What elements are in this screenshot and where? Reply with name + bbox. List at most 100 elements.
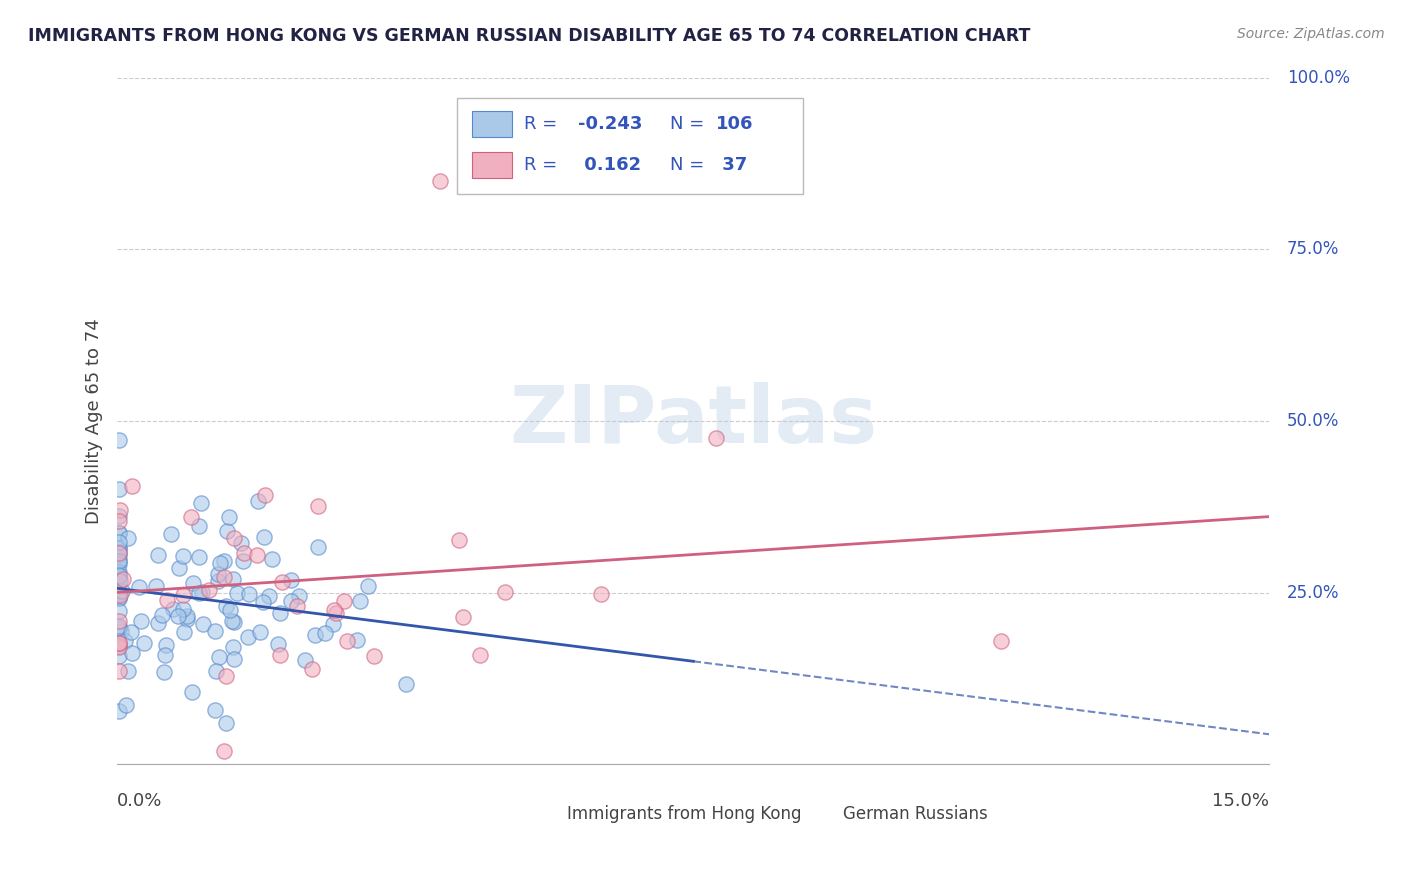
Y-axis label: Disability Age 65 to 74: Disability Age 65 to 74 xyxy=(86,318,103,524)
Point xyxy=(107,514,129,528)
Point xyxy=(107,614,129,628)
Point xyxy=(160,526,183,541)
Point xyxy=(204,702,226,716)
Point xyxy=(307,540,329,554)
Text: 100.0%: 100.0% xyxy=(1286,69,1350,87)
Point xyxy=(187,549,209,564)
Point xyxy=(257,589,280,603)
Point xyxy=(246,494,269,508)
Point xyxy=(270,575,292,590)
Point xyxy=(224,652,246,666)
Point xyxy=(121,479,143,493)
Bar xyxy=(472,153,512,178)
Point xyxy=(215,599,238,613)
Point xyxy=(222,572,245,586)
Point xyxy=(129,614,152,628)
Point xyxy=(107,704,129,718)
Point xyxy=(285,599,308,614)
Text: N =: N = xyxy=(671,156,704,175)
Point xyxy=(215,669,238,683)
Point xyxy=(107,541,129,555)
Point xyxy=(107,664,129,678)
Point xyxy=(253,531,276,545)
Point xyxy=(107,508,129,523)
Point xyxy=(107,619,129,633)
Point xyxy=(207,649,229,664)
Text: German Russians: German Russians xyxy=(844,805,988,823)
Point xyxy=(107,639,129,653)
Point xyxy=(215,716,238,731)
Point xyxy=(153,665,176,679)
Point xyxy=(107,565,129,579)
Point xyxy=(314,626,336,640)
Point xyxy=(176,612,198,626)
Point xyxy=(166,609,188,624)
Point xyxy=(238,630,260,644)
Point xyxy=(107,571,129,585)
Point xyxy=(191,616,214,631)
Point xyxy=(162,602,184,616)
Point xyxy=(269,648,291,663)
Point xyxy=(215,524,238,538)
Point xyxy=(262,551,284,566)
Point xyxy=(190,496,212,510)
Point xyxy=(207,574,229,589)
Point xyxy=(107,648,129,663)
Point xyxy=(150,608,173,623)
Point xyxy=(107,558,129,572)
Point xyxy=(190,584,212,599)
Point xyxy=(198,583,221,598)
Point xyxy=(221,615,243,629)
Point xyxy=(181,575,204,590)
Text: 0.162: 0.162 xyxy=(578,156,641,175)
Point xyxy=(155,639,177,653)
Point xyxy=(108,568,131,582)
Point xyxy=(451,610,474,624)
Text: R =: R = xyxy=(524,115,557,133)
Point xyxy=(111,572,134,586)
Point xyxy=(395,677,418,691)
Point xyxy=(172,549,194,563)
Point xyxy=(145,578,167,592)
Point xyxy=(212,570,235,584)
Point xyxy=(134,636,156,650)
Point xyxy=(180,510,202,524)
Point xyxy=(238,587,260,601)
Point xyxy=(323,603,346,617)
Point xyxy=(188,518,211,533)
Point xyxy=(280,594,302,608)
Point xyxy=(107,587,129,601)
Point xyxy=(232,546,254,560)
Point xyxy=(107,640,129,655)
Point xyxy=(218,510,240,524)
Point xyxy=(121,646,143,660)
Point xyxy=(325,606,347,620)
Point xyxy=(146,548,169,562)
Text: N =: N = xyxy=(671,115,704,133)
Text: 37: 37 xyxy=(717,156,748,175)
Point xyxy=(107,541,129,555)
Point xyxy=(253,488,276,502)
Point xyxy=(222,531,245,545)
Point xyxy=(107,553,129,567)
Point xyxy=(114,633,136,648)
Point xyxy=(107,546,129,560)
Point xyxy=(336,633,359,648)
Point xyxy=(180,685,202,699)
Text: 106: 106 xyxy=(717,115,754,133)
Point xyxy=(107,621,129,635)
FancyBboxPatch shape xyxy=(457,98,803,194)
Point xyxy=(107,636,129,650)
Text: IMMIGRANTS FROM HONG KONG VS GERMAN RUSSIAN DISABILITY AGE 65 TO 74 CORRELATION : IMMIGRANTS FROM HONG KONG VS GERMAN RUSS… xyxy=(28,27,1031,45)
Point xyxy=(252,595,274,609)
Point xyxy=(110,503,132,517)
Point xyxy=(107,636,129,650)
Point xyxy=(107,549,129,563)
Text: -0.243: -0.243 xyxy=(578,115,643,133)
Point xyxy=(188,585,211,599)
Text: 25.0%: 25.0% xyxy=(1286,583,1340,601)
Point xyxy=(176,609,198,624)
Bar xyxy=(531,805,557,825)
Point xyxy=(287,589,309,603)
Text: 0.0%: 0.0% xyxy=(117,792,163,810)
